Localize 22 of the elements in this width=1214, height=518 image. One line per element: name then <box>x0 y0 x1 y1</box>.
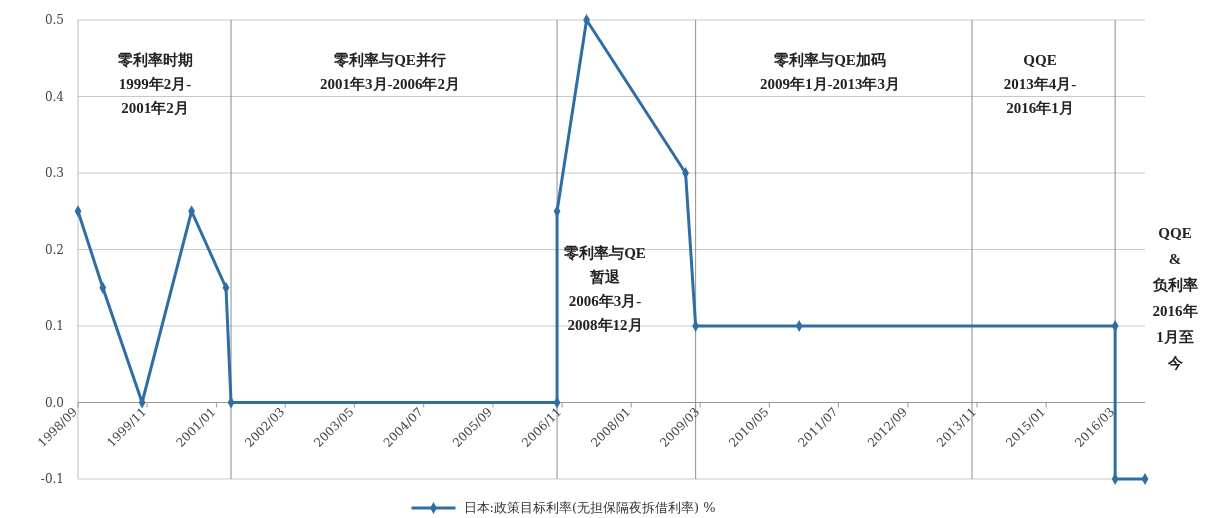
annotation: 2001年3月-2006年2月 <box>320 76 460 92</box>
annotation: 零利率与QE暂退 <box>564 244 646 285</box>
y-tick-label: 0.3 <box>44 166 64 180</box>
annotation: 2013年4月-2016年1月 <box>1003 76 1077 116</box>
text: QQE <box>1158 225 1192 241</box>
y-tick-label: -0.1 <box>40 472 64 486</box>
annotation: 零利率与QE加码 <box>774 51 886 68</box>
y-tick-label: 0.4 <box>44 89 65 104</box>
annotation: 零利率时期 <box>117 51 193 68</box>
text: & <box>1168 251 1182 267</box>
annotation: 2009年1月-2013年3月 <box>760 76 900 92</box>
annotation: QQE <box>1023 52 1057 68</box>
text: 负利率 <box>1151 276 1198 293</box>
y-tick-label: 0.0 <box>44 395 64 410</box>
y-tick-label: 0.1 <box>44 319 64 333</box>
annotation: 2006年3月-2008年12月 <box>567 293 643 333</box>
y-tick-label: 0.5 <box>44 13 64 27</box>
legend-label: 日本:政策目标利率(无担保隔夜拆借利率) % <box>463 500 716 515</box>
text: 2016年1月至今 <box>1152 303 1198 371</box>
annotation: 1999年2月-2001年2月 <box>118 76 192 116</box>
annotation: 零利率与QE并行 <box>334 51 446 68</box>
y-tick-label: 0.2 <box>44 242 64 257</box>
